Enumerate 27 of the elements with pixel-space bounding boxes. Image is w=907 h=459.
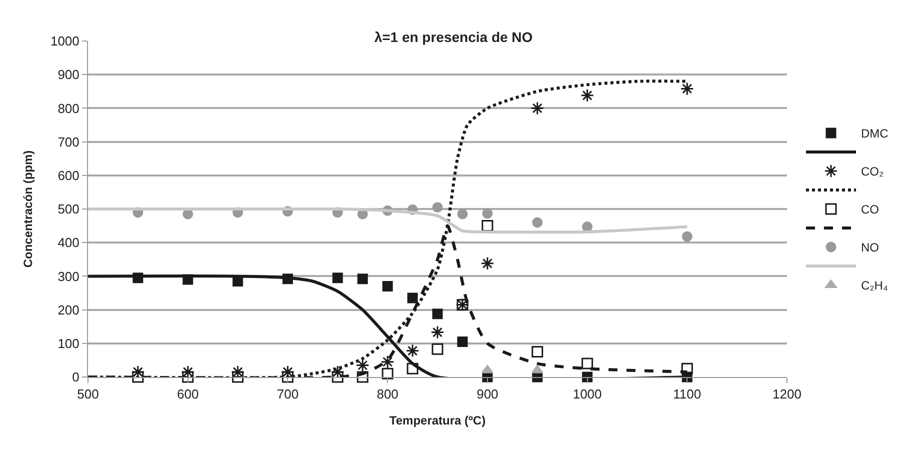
x-tick-label: 1100 xyxy=(673,386,702,402)
y-tick-label: 1000 xyxy=(50,34,80,49)
y-tick-label: 500 xyxy=(58,202,80,217)
x-tick-label: 1200 xyxy=(772,386,802,402)
y-tick-label: 900 xyxy=(58,67,80,82)
y-tick-label: 700 xyxy=(58,134,80,150)
x-tick-label: 500 xyxy=(77,386,99,402)
y-tick-label: 0 xyxy=(72,370,80,385)
x-tick-label: 800 xyxy=(376,386,398,402)
y-tick-label: 800 xyxy=(58,100,80,116)
x-tick-label: 900 xyxy=(476,386,498,402)
legend-label: NO xyxy=(860,240,879,255)
x-tick-label: 600 xyxy=(177,386,199,402)
x-tick-label: 700 xyxy=(276,386,299,402)
y-tick-label: 300 xyxy=(58,268,80,284)
y-tick-label: 100 xyxy=(58,336,80,351)
legend-label: CO₂ xyxy=(860,164,884,179)
y-tick-label: 400 xyxy=(58,235,80,250)
x-axis-title: Temperatura (ºC) xyxy=(389,414,486,428)
x-tick-label: 1000 xyxy=(572,386,602,402)
legend-label: DMC xyxy=(860,126,889,141)
y-axis-title: Concentracón (ppm) xyxy=(20,150,35,268)
chart-title: λ=1 en presencia de NO xyxy=(374,28,533,45)
legend-label: CO xyxy=(860,202,879,217)
y-tick-label: 600 xyxy=(58,168,80,183)
legend-label: C₂H₄ xyxy=(860,278,888,293)
y-tick-label: 200 xyxy=(58,302,80,318)
